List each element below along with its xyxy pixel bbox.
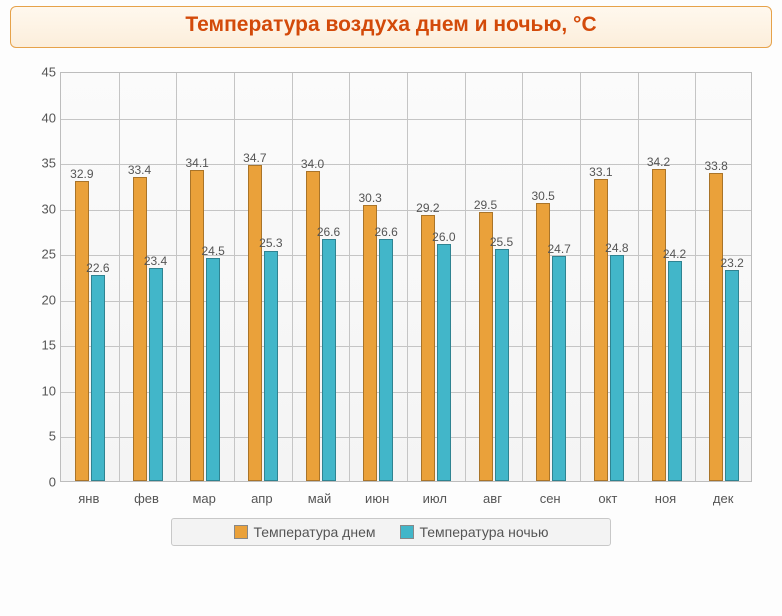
bar-day [133,177,147,481]
x-tick-label: дек [713,491,734,506]
y-tick-label: 45 [20,65,56,80]
x-tick-label: авг [483,491,502,506]
bar-day [594,179,608,481]
gridline-v [695,73,696,481]
bar-value-label: 29.5 [474,198,497,212]
bar-night [264,251,278,482]
bar-day [479,212,493,481]
bar-value-label: 30.5 [531,189,554,203]
bar-value-label: 24.5 [201,244,224,258]
bar-value-label: 22.6 [86,261,109,275]
bar-night [206,258,220,481]
chart-area: 32.9 22.6 33.4 23.4 34.1 24.5 34.7 25.3 34.0 26.6… [20,62,762,512]
bar-value-label: 26.6 [317,225,340,239]
bar-value-label: 24.8 [605,241,628,255]
bar-night [91,275,105,481]
bar-value-label: 26.0 [432,230,455,244]
gridline-v [119,73,120,481]
y-tick-label: 30 [20,201,56,216]
bar-day [652,169,666,481]
bar-night [610,255,624,481]
x-tick-label: ноя [655,491,676,506]
bar-value-label: 24.7 [547,242,570,256]
chart-title-box: Температура воздуха днем и ночью, °С [10,6,772,48]
bar-value-label: 24.2 [663,247,686,261]
y-tick-label: 35 [20,156,56,171]
bar-night [322,239,336,481]
legend-label-day: Температура днем [254,524,376,540]
gridline-v [522,73,523,481]
gridline-h [61,301,751,302]
x-tick-label: окт [598,491,617,506]
bar-day [709,173,723,481]
bar-value-label: 30.3 [358,191,381,205]
x-tick-label: июл [423,491,447,506]
bar-value-label: 32.9 [70,167,93,181]
gridline-h [61,210,751,211]
y-tick-label: 15 [20,338,56,353]
bar-value-label: 23.2 [720,256,743,270]
bar-day [190,170,204,481]
legend-label-night: Температура ночью [420,524,549,540]
bar-value-label: 23.4 [144,254,167,268]
x-tick-label: мар [192,491,215,506]
x-tick-label: май [308,491,331,506]
gridline-h [61,392,751,393]
bar-day [306,171,320,481]
y-tick-label: 25 [20,247,56,262]
bar-day [363,205,377,481]
x-tick-label: сен [540,491,561,506]
bar-value-label: 25.5 [490,235,513,249]
bar-night [495,249,509,481]
bar-day [75,181,89,481]
x-tick-label: фев [134,491,159,506]
bar-value-label: 29.2 [416,201,439,215]
gridline-v [349,73,350,481]
gridline-v [176,73,177,481]
y-tick-label: 10 [20,383,56,398]
y-tick-label: 5 [20,429,56,444]
bar-night [668,261,682,481]
bar-value-label: 33.8 [704,159,727,173]
bar-value-label: 34.7 [243,151,266,165]
bar-value-label: 34.0 [301,157,324,171]
gridline-h [61,437,751,438]
gridline-v [465,73,466,481]
bar-night [725,270,739,481]
gridline-v [407,73,408,481]
gridline-h [61,119,751,120]
legend-item-night: Температура ночью [400,524,549,540]
x-tick-label: янв [78,491,99,506]
y-tick-label: 20 [20,292,56,307]
x-tick-label: июн [365,491,389,506]
bar-night [379,239,393,481]
bar-night [552,256,566,481]
gridline-v [234,73,235,481]
gridline-v [292,73,293,481]
plot-area: 32.9 22.6 33.4 23.4 34.1 24.5 34.7 25.3 34.0 26.6… [60,72,752,482]
x-tick-label: апр [251,491,273,506]
bar-day [248,165,262,481]
bar-day [421,215,435,481]
chart-title: Температура воздуха днем и ночью, °С [185,13,596,36]
legend-swatch-day [234,525,248,539]
bar-value-label: 33.4 [128,163,151,177]
bar-night [149,268,163,481]
legend: Температура днем Температура ночью [171,518,611,546]
legend-swatch-night [400,525,414,539]
y-tick-label: 0 [20,475,56,490]
gridline-v [580,73,581,481]
bar-value-label: 34.1 [185,156,208,170]
bar-value-label: 33.1 [589,165,612,179]
bar-value-label: 25.3 [259,236,282,250]
bar-value-label: 34.2 [647,155,670,169]
y-tick-label: 40 [20,110,56,125]
bar-night [437,244,451,481]
gridline-v [638,73,639,481]
bar-value-label: 26.6 [374,225,397,239]
gridline-h [61,346,751,347]
legend-item-day: Температура днем [234,524,376,540]
